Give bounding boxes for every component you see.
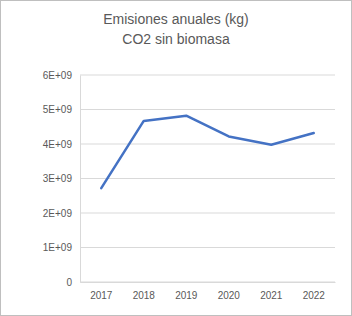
y-tick-label: 2E+09 (43, 208, 73, 219)
y-axis: 0 1E+09 2E+09 3E+09 4E+09 5E+09 6E+09 (43, 70, 81, 288)
x-axis: 2017 2018 2019 2020 2021 2022 (81, 282, 336, 301)
x-tick: 2019 (175, 282, 198, 301)
x-axis-line (81, 282, 336, 283)
y-tick: 0 (66, 277, 80, 288)
chart-subtitle: CO2 sin biomasa (122, 31, 230, 47)
y-tick-label: 3E+09 (43, 173, 73, 184)
chart-title: Emisiones anuales (kg) (103, 11, 249, 27)
grid-line (80, 178, 335, 179)
y-tick: 4E+09 (43, 139, 80, 150)
grid-line (80, 282, 335, 283)
y-tick-label: 6E+09 (43, 70, 73, 81)
y-tick: 3E+09 (43, 173, 80, 184)
x-tick: 2018 (133, 282, 156, 301)
grid-line (80, 213, 335, 214)
y-tick-label: 4E+09 (43, 139, 73, 150)
x-tick: 2020 (218, 282, 241, 301)
x-tick-label: 2020 (218, 290, 241, 301)
x-tick-label: 2018 (133, 290, 156, 301)
y-tick: 6E+09 (43, 70, 80, 81)
x-tick-label: 2021 (260, 290, 283, 301)
chart-frame (1, 1, 352, 316)
y-tick: 1E+09 (43, 242, 80, 253)
x-tick: 2017 (90, 282, 113, 301)
y-tick: 2E+09 (43, 208, 80, 219)
grid-line (80, 75, 335, 76)
x-tick-label: 2017 (90, 290, 113, 301)
chart: 01E+092E+093E+094E+095E+096E+09201720182… (0, 0, 352, 316)
grid-line (80, 109, 335, 110)
x-tick-label: 2022 (303, 290, 326, 301)
grid-line (80, 247, 335, 248)
y-tick-label: 1E+09 (43, 242, 73, 253)
y-tick-label: 0 (66, 277, 72, 288)
y-tick: 5E+09 (43, 104, 80, 115)
grid (80, 75, 335, 282)
x-tick: 2021 (260, 282, 283, 301)
plot-area (101, 116, 314, 188)
y-tick-label: 5E+09 (43, 104, 73, 115)
grid-line (80, 144, 335, 145)
x-tick-label: 2019 (175, 290, 198, 301)
data-line (101, 116, 314, 188)
y-axis-line (80, 76, 81, 283)
x-tick: 2022 (303, 282, 326, 301)
